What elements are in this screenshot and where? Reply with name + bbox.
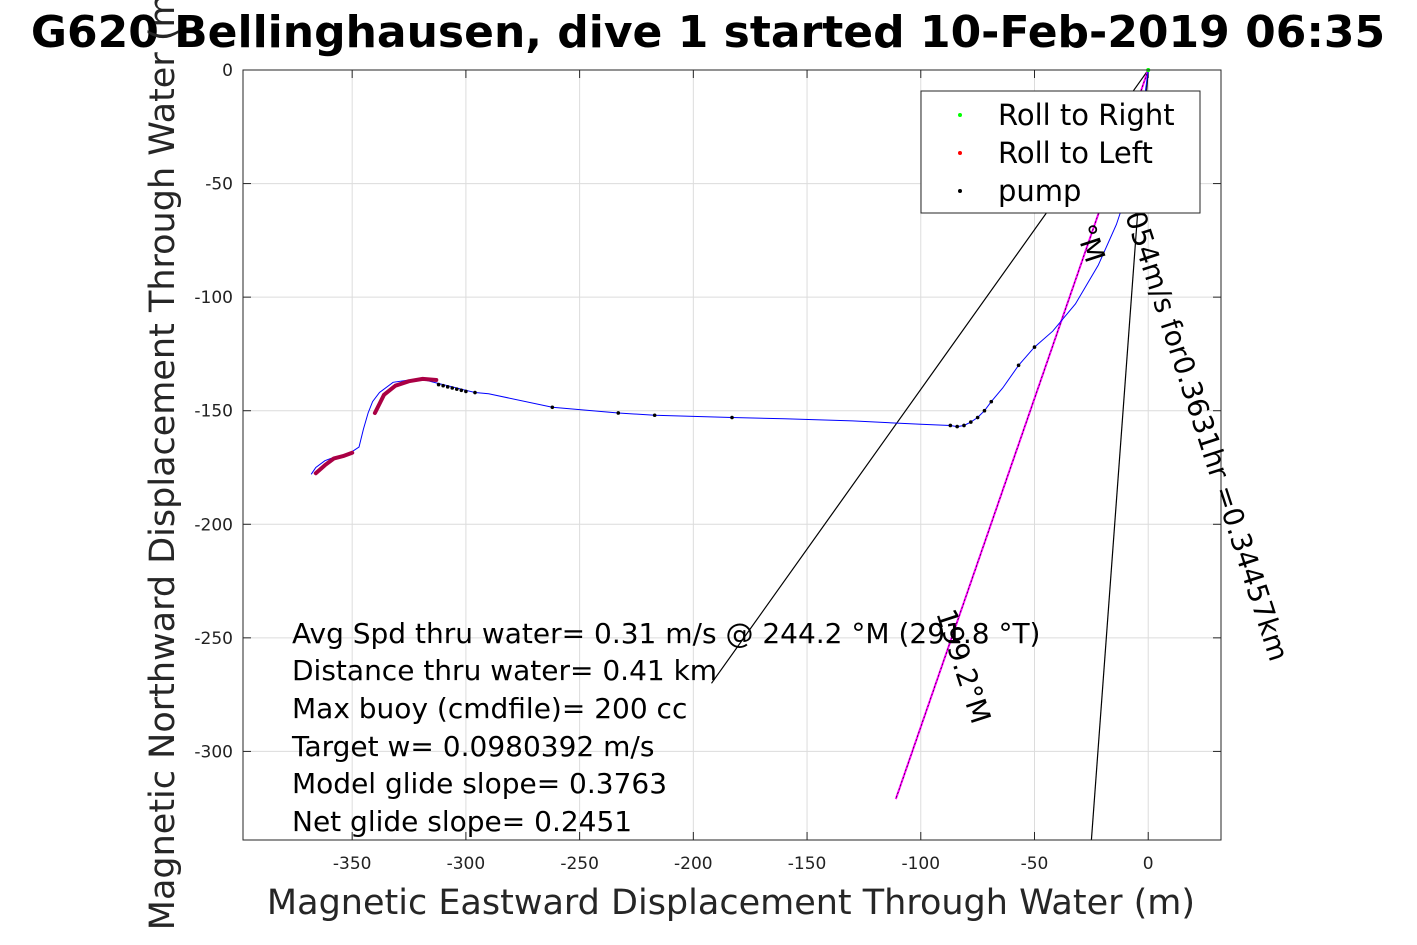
roll-left-segment-1 <box>372 376 439 415</box>
legend: Roll to Right Roll to Left pump <box>920 90 1201 214</box>
plot-frame <box>242 69 1222 841</box>
x-tick-label: -300 <box>447 854 486 874</box>
pump-point <box>975 415 980 420</box>
y-tick-label: -300 <box>194 742 233 762</box>
legend-marker-roll-left <box>958 151 962 155</box>
pump-point <box>473 390 477 395</box>
y-tick-labels: 0 -50 -100 -150 -200 -250 -300 <box>194 61 233 762</box>
chart-title: G620 Bellinghausen, dive 1 started 10-Fe… <box>31 7 1385 58</box>
x-tick-label: -200 <box>674 854 713 874</box>
pump-points <box>436 90 1151 429</box>
y-tick-label: -200 <box>194 515 233 535</box>
pump-point <box>616 411 621 415</box>
legend-marker-pump <box>958 189 962 193</box>
annotation-net-glide-slope: Net glide slope= 0.2451 <box>292 805 632 838</box>
annotation-block: Avg Spd thru water= 0.31 m/s @ 244.2 °M … <box>291 617 1040 838</box>
pump-point <box>464 389 468 394</box>
x-axis-label: Magnetic Eastward Displacement Through W… <box>267 883 1195 923</box>
x-tick-label: -100 <box>901 854 940 874</box>
pump-point <box>1016 363 1021 368</box>
y-tick-label: -100 <box>194 288 233 308</box>
y-tick-label: 0 <box>222 61 233 81</box>
pump-point <box>441 383 445 388</box>
pump-point <box>730 415 734 420</box>
legend-label-roll-left: Roll to Left <box>998 136 1153 170</box>
annotation-avg-speed: Avg Spd thru water= 0.31 m/s @ 244.2 °M … <box>292 617 1040 650</box>
x-tick-label: -250 <box>560 854 599 874</box>
pump-point <box>459 388 464 393</box>
y-tick-label: -250 <box>194 629 233 649</box>
pump-point <box>445 385 450 389</box>
annotation-max-buoy: Max buoy (cmdfile)= 200 cc <box>292 692 687 725</box>
y-tick-label: -50 <box>205 175 233 195</box>
pump-point <box>436 382 441 387</box>
x-tick-label: -50 <box>1021 854 1049 874</box>
legend-marker-roll-right <box>958 113 962 117</box>
annotation-target-w: Target w= 0.0980392 m/s <box>291 730 654 763</box>
dive-track-line <box>310 69 1149 475</box>
pump-point <box>454 387 459 391</box>
pump-point <box>969 420 973 424</box>
y-axis-label: Magnetic Northward Displacement Through … <box>143 0 183 930</box>
legend-label-pump: pump <box>998 174 1081 208</box>
x-tick-label: -350 <box>333 854 372 874</box>
pump-point <box>962 423 966 428</box>
annotation-model-glide-slope: Model glide slope= 0.3763 <box>292 767 667 800</box>
pump-point <box>948 423 953 428</box>
x-tick-labels: -350 -300 -250 -200 -150 -100 -50 0 <box>333 854 1154 874</box>
x-tick-label: 0 <box>1143 854 1154 874</box>
dive-track <box>310 69 1149 475</box>
pump-point <box>450 386 455 390</box>
roll-left-segment-2 <box>313 450 355 476</box>
pump-point <box>1032 345 1037 349</box>
annotation-distance: Distance thru water= 0.41 km <box>292 654 717 687</box>
x-tick-label: -150 <box>788 854 827 874</box>
legend-box <box>920 90 1201 214</box>
pump-point <box>955 424 959 429</box>
pump-point <box>989 399 994 404</box>
y-tick-label: -150 <box>194 402 233 422</box>
pump-point <box>652 413 657 418</box>
pump-point <box>982 408 987 413</box>
roll-left-segments <box>313 376 439 476</box>
legend-label-roll-right: Roll to Right <box>998 98 1175 132</box>
pump-point <box>550 405 555 410</box>
